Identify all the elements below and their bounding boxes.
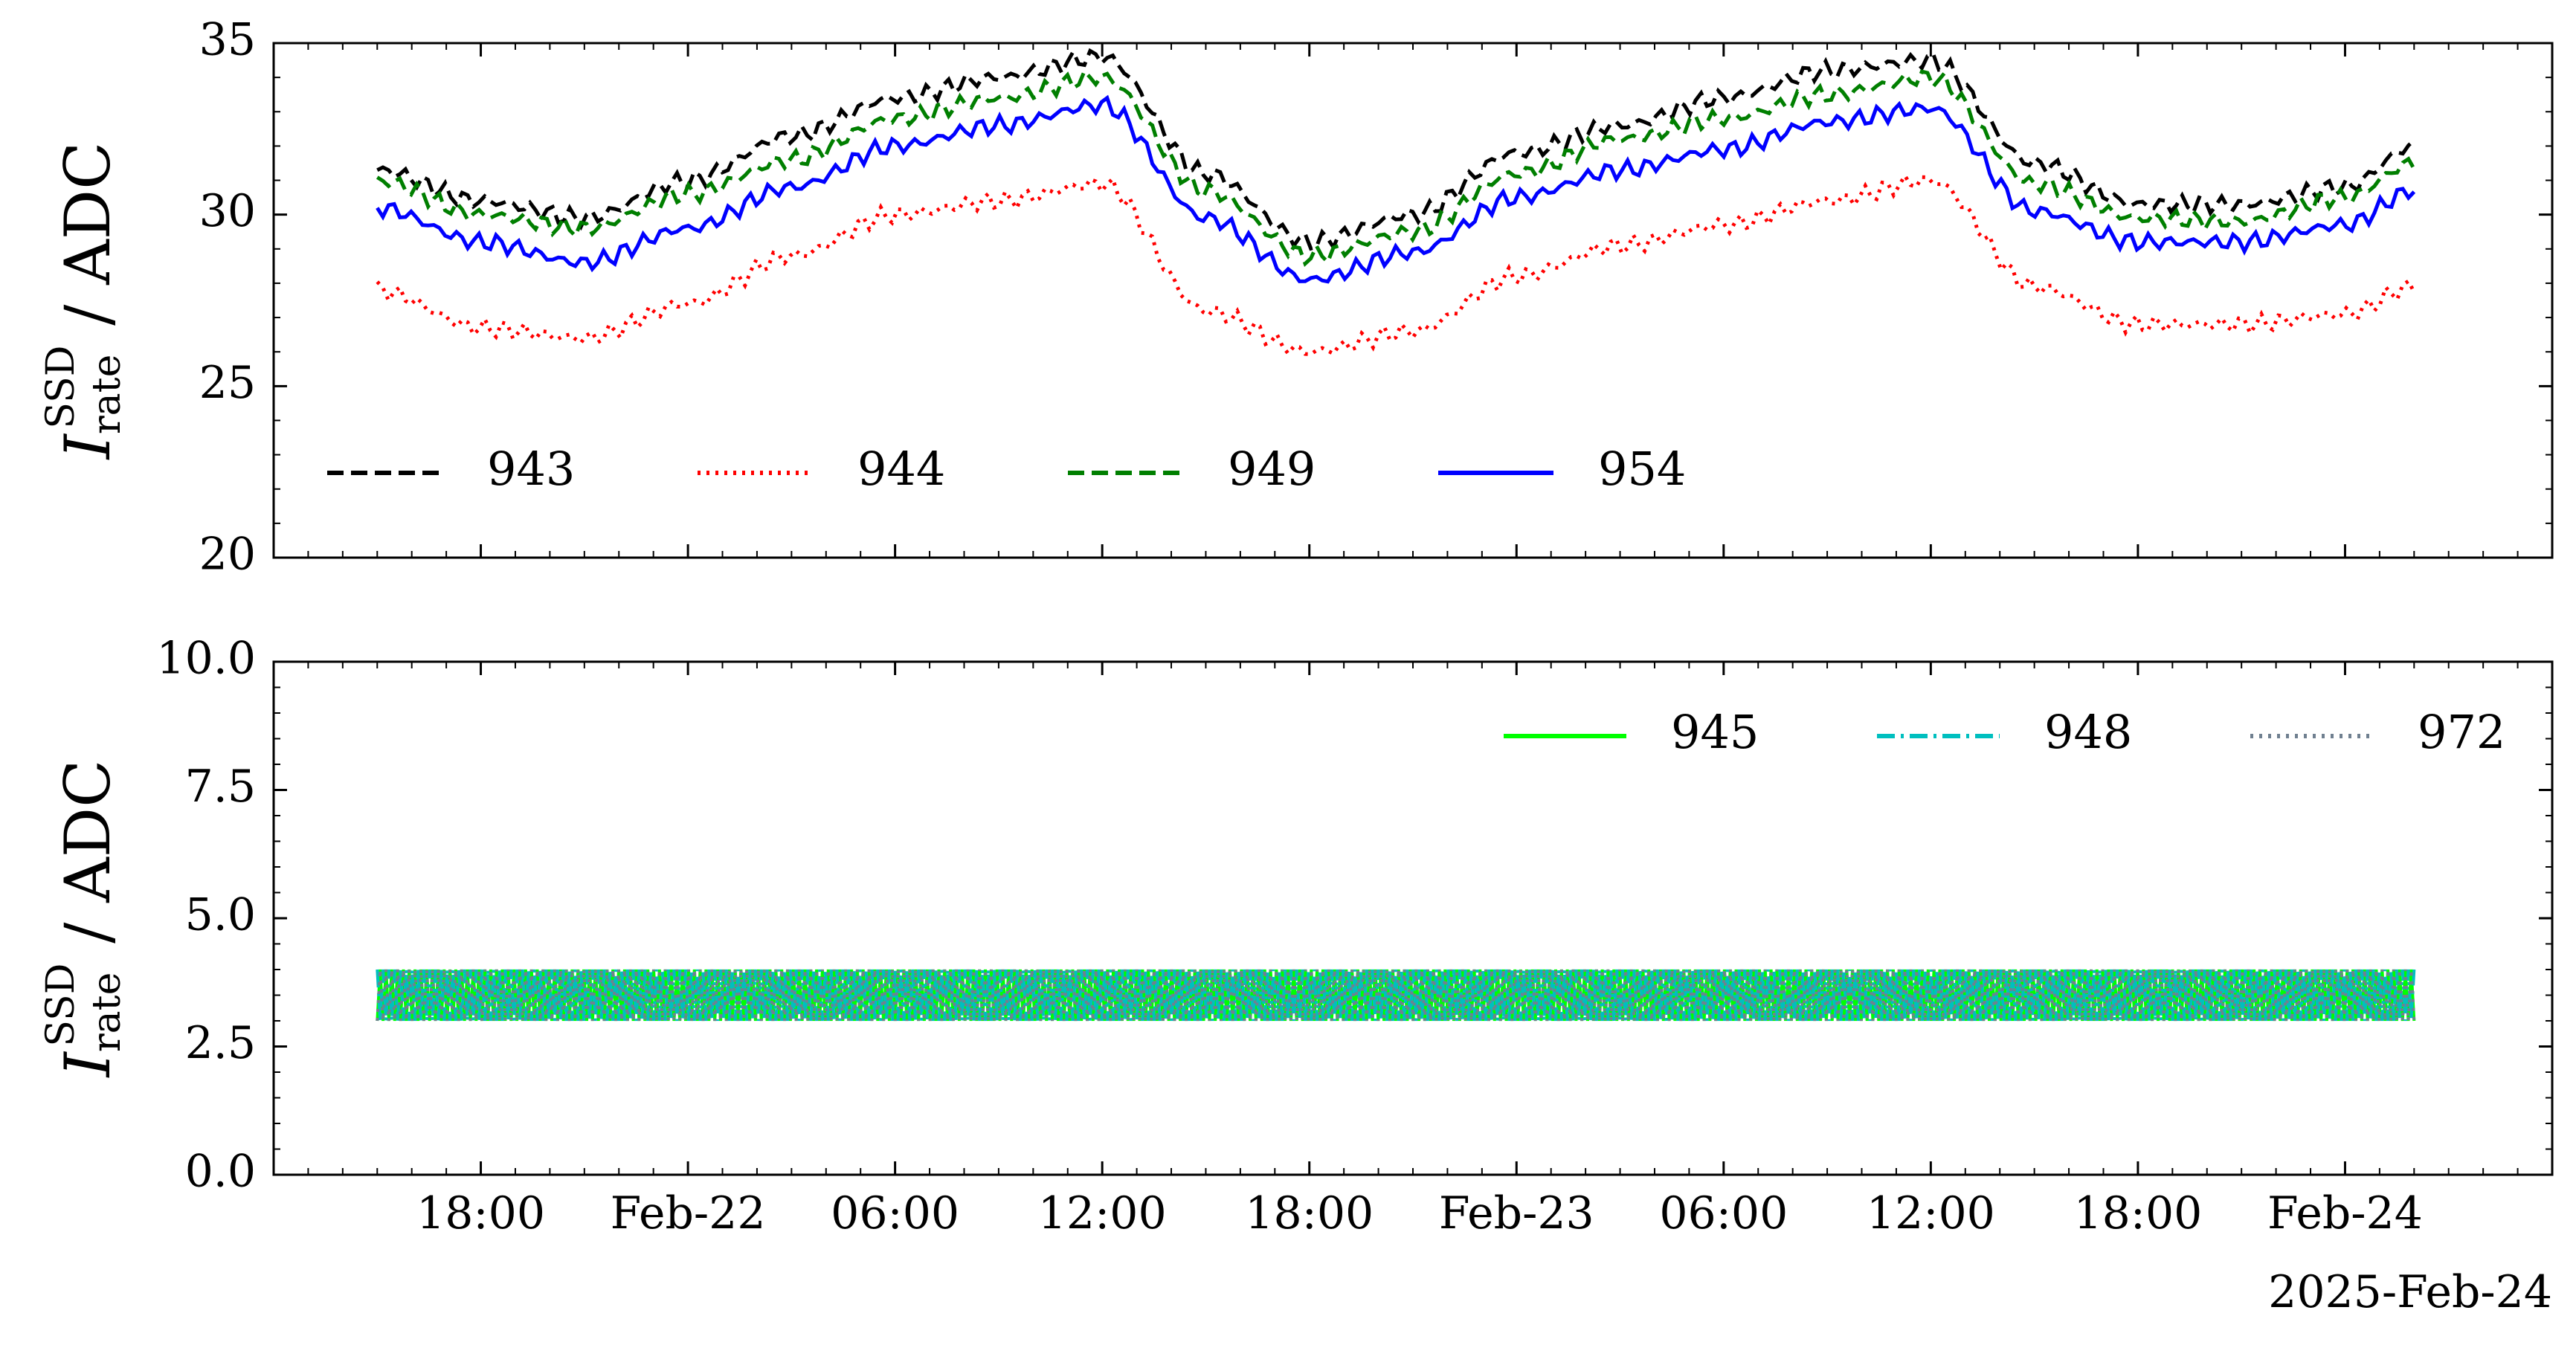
x-tick-label: 06:00 (1659, 1187, 1788, 1239)
top-y-axis-symbol: I (51, 433, 124, 460)
top-y-tick-labels: 20 25 30 35 (199, 14, 256, 581)
bottom-axes-frame (272, 660, 2554, 1176)
legend-label-954: 954 (1598, 442, 1686, 496)
top-legend: 943 944 949 954 (327, 442, 1686, 496)
series-line-949 (376, 68, 2416, 267)
y-tick-label: 0.0 (185, 1146, 256, 1198)
y-tick-label: 20 (199, 529, 256, 581)
top-y-axis-unit: / ADC (51, 142, 124, 346)
x-tick-label: Feb-23 (1439, 1187, 1594, 1239)
y-tick-label: 25 (199, 357, 256, 409)
svg-text:IrateSSD / ADC: IrateSSD / ADC (39, 760, 129, 1079)
legend-label-949: 949 (1228, 442, 1316, 496)
y-tick-label: 7.5 (185, 761, 256, 813)
bottom-y-axis-subscript: rate (85, 973, 129, 1053)
bottom-y-axis-label: IrateSSD / ADC (39, 760, 129, 1079)
legend-label-944: 944 (857, 442, 945, 496)
y-tick-label: 10.0 (156, 633, 256, 685)
x-tick-label: 18:00 (1245, 1187, 1374, 1239)
svg-text:IrateSSD / ADC: IrateSSD / ADC (39, 142, 129, 461)
bottom-panel: 0.02.55.07.510.0 18:00 Feb-22 06:00 12:00 18… (39, 633, 2554, 1318)
top-minor-ticks (273, 42, 2553, 558)
x-tick-label: 18:00 (416, 1187, 545, 1239)
bottom-y-axis-unit: / ADC (51, 760, 124, 964)
bottom-minor-ticks (273, 661, 2553, 1175)
top-y-axis-superscript: SSD (39, 346, 83, 429)
bottom-y-axis-symbol: I (51, 1051, 124, 1078)
bottom-y-tick-labels: 0.0 2.5 5.0 7.5 10.0 (156, 633, 256, 1198)
series-line-944 (376, 172, 2416, 357)
series-line-954 (376, 94, 2416, 284)
bottom-legend: 945 948 972 (1504, 705, 2505, 759)
y-tick-label: 5.0 (185, 889, 256, 941)
bottom-x-tick-labels: 18:00 Feb-22 06:00 12:00 18:00 Feb-23 06:00 12:… (416, 1187, 2423, 1239)
legend-label-972: 972 (2418, 705, 2505, 759)
x-tick-label: Feb-22 (611, 1187, 766, 1239)
top-panel: 20 25 30 35 IrateSSD / ADC 943 944 949 954 (39, 14, 2554, 581)
top-y-axis-subscript: rate (85, 355, 129, 435)
bottom-y-axis-superscript: SSD (39, 964, 83, 1047)
y-tick-label: 30 (199, 185, 256, 237)
series-band-948 (376, 969, 2416, 1022)
legend-label-948: 948 (2044, 705, 2132, 759)
series-line-943 (376, 47, 2416, 251)
x-offset-label: 2025-Feb-24 (2268, 1266, 2552, 1318)
x-tick-label: 06:00 (831, 1187, 959, 1239)
legend-label-945: 945 (1671, 705, 1759, 759)
x-tick-label: 12:00 (1867, 1187, 1995, 1239)
top-major-ticks (274, 42, 2552, 559)
y-tick-label: 35 (199, 14, 256, 66)
top-y-axis-label: IrateSSD / ADC (39, 142, 129, 461)
y-tick-label: 2.5 (185, 1017, 256, 1069)
x-tick-label: 12:00 (1038, 1187, 1167, 1239)
bottom-series-group (376, 969, 2416, 1022)
x-tick-label: 18:00 (2073, 1187, 2202, 1239)
top-axes-frame (272, 42, 2554, 559)
x-tick-label: Feb-24 (2267, 1187, 2423, 1239)
bottom-major-ticks (274, 660, 2552, 1176)
top-series-group (376, 47, 2416, 357)
legend-label-943: 943 (487, 442, 575, 496)
